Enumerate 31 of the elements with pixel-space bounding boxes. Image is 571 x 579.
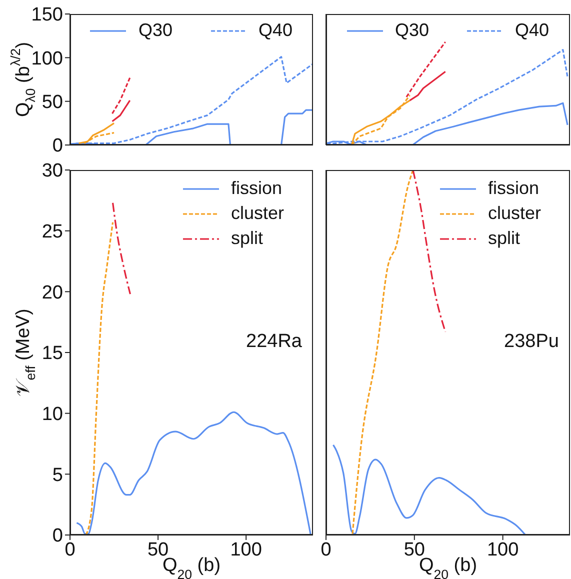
y-tick-label: 50	[42, 92, 63, 114]
x-tick-label: 100	[486, 539, 519, 560]
annotation: 238Pu	[504, 330, 559, 353]
y-tick-label: 25	[42, 222, 63, 243]
line-series	[76, 411, 312, 535]
x-tick-label: 100	[230, 539, 262, 560]
legend-label: cluster	[231, 203, 284, 224]
y-tick-label: 15	[42, 343, 63, 364]
y-tick-label: 5	[52, 464, 63, 486]
legend-label: fission	[231, 178, 282, 199]
x-axis-title: Q$_{20}$ (b)	[418, 555, 478, 579]
y-tick-label: 20	[42, 282, 63, 304]
y-tick-label: 0	[52, 136, 63, 157]
legend-label: fission	[488, 178, 540, 199]
legend-label: split	[488, 228, 520, 249]
y-tick-label: 30	[42, 160, 63, 182]
legend-label: Q40	[258, 20, 293, 41]
annotation: 224Ra	[246, 330, 302, 353]
legend-label: split	[231, 228, 264, 249]
y-tick-label: 100	[31, 48, 63, 70]
y-tick-label: 10	[42, 404, 63, 426]
y-tick-label: 0	[52, 526, 63, 547]
line-series	[85, 222, 114, 535]
legend-label: cluster	[488, 203, 542, 224]
line-series	[112, 202, 132, 295]
legend-label: Q40	[515, 20, 550, 41]
legend-label: Q30	[394, 20, 429, 41]
x-tick-label: 0	[320, 539, 332, 560]
y-tick-label: 150	[31, 4, 63, 26]
line-series	[78, 122, 115, 144]
legend-label: Q30	[138, 20, 172, 41]
